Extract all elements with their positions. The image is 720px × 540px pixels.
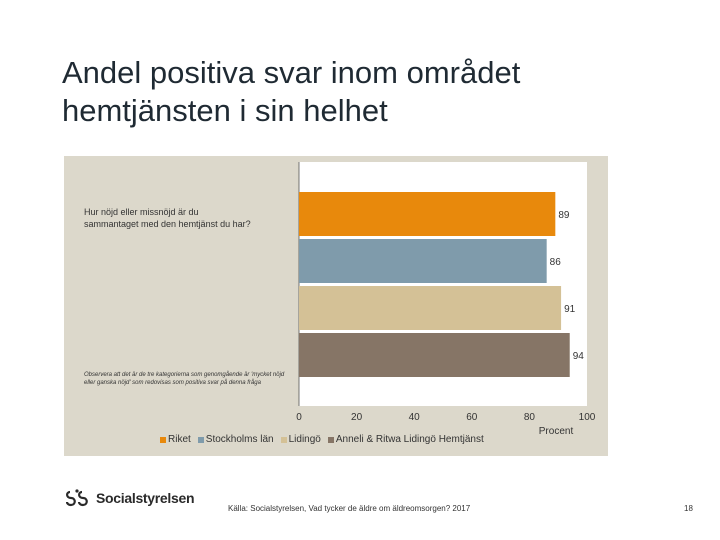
legend-swatch — [197, 436, 204, 443]
x-tick-label: 40 — [409, 412, 421, 423]
legend-label: Stockholms län — [205, 434, 274, 445]
bar-3 — [299, 286, 562, 330]
legend-item: Anneli & Ritwa Lidingö Hemtjänst — [327, 434, 484, 445]
logo-text: Socialstyrelsen — [96, 490, 195, 506]
bar-chart: 89 86 91 94 0 20 40 60 80 100 Procent — [296, 162, 596, 437]
legend-label: Lidingö — [288, 434, 321, 445]
source-text: Källa: Socialstyrelsen, Vad tycker de äl… — [228, 504, 471, 513]
chart-note: Observera att det är de tre kategorierna… — [84, 372, 285, 386]
bar-value-label: 86 — [550, 257, 562, 268]
logo-emblem-icon — [66, 489, 88, 507]
page-number: 18 — [684, 504, 693, 513]
socialstyrelsen-logo: Socialstyrelsen — [66, 488, 195, 508]
chart-legend: Riket Stockholms län Lidingö Anneli & Ritwa… — [160, 434, 484, 445]
legend-item: Riket — [160, 434, 191, 445]
survey-question: Hur nöjd eller missnöjd är du sammantage… — [84, 207, 251, 229]
bar-4 — [299, 333, 570, 377]
x-tick-label: 100 — [579, 412, 596, 423]
x-tick-label: 80 — [524, 412, 536, 423]
legend-swatch — [160, 436, 166, 443]
legend-swatch — [327, 436, 334, 443]
legend-swatch — [280, 436, 287, 443]
x-axis-label: Procent — [539, 426, 574, 437]
slide-title: Andel positiva svar inom området hemtjän… — [62, 55, 521, 128]
legend-label: Anneli & Ritwa Lidingö Hemtjänst — [335, 434, 484, 445]
bar-1 — [299, 192, 556, 236]
legend-item: Lidingö — [280, 434, 321, 445]
legend-item: Stockholms län — [197, 434, 274, 445]
chart-panel: Hur nöjd eller missnöjd är du sammantage… — [64, 156, 608, 456]
bar-value-label: 91 — [564, 304, 576, 315]
x-tick-label: 0 — [296, 412, 302, 423]
bar-2 — [299, 239, 547, 283]
x-tick-label: 20 — [351, 412, 363, 423]
x-tick-label: 60 — [466, 412, 478, 423]
legend-label: Riket — [168, 434, 191, 445]
bar-value-label: 89 — [558, 210, 570, 221]
bar-value-label: 94 — [573, 351, 585, 362]
